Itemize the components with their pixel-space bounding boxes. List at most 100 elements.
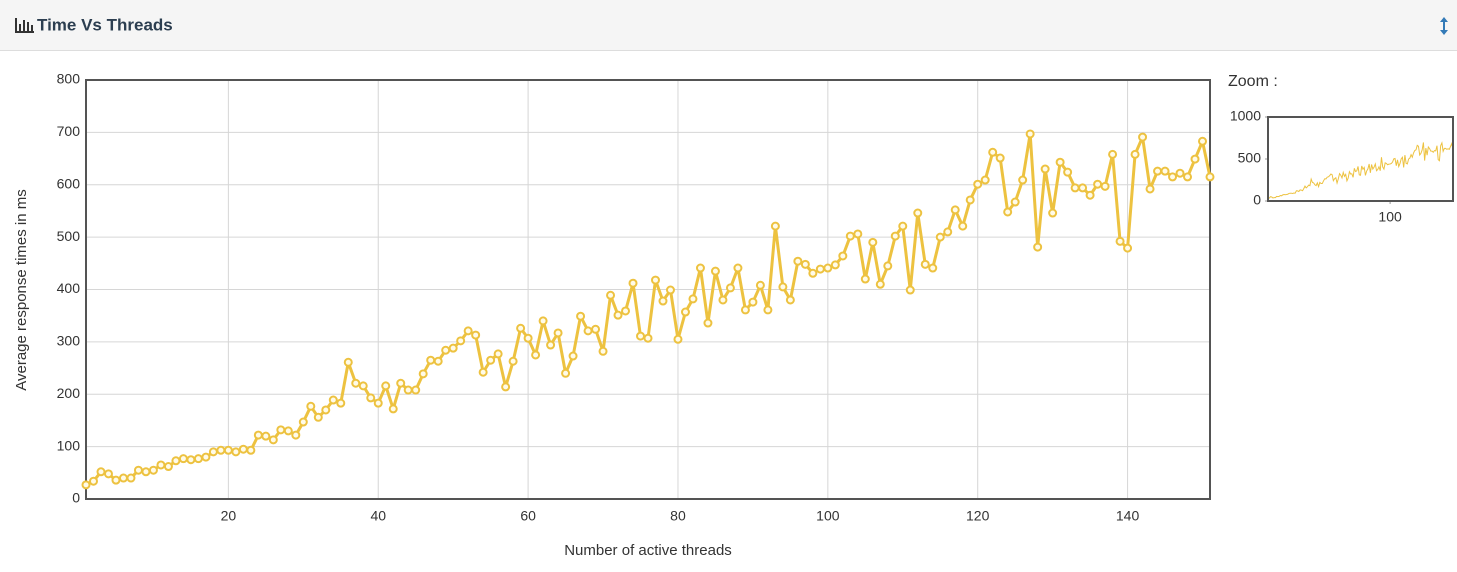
data-point (808, 268, 818, 278)
series-line (85, 132, 1212, 487)
data-point (291, 430, 301, 440)
y-tick-label: 700 (57, 123, 81, 139)
data-point (1063, 167, 1073, 177)
data-point (883, 261, 893, 271)
data-point (276, 425, 286, 435)
data-point (1153, 166, 1163, 176)
data-point (613, 310, 623, 320)
y-tick-label: 800 (57, 71, 81, 87)
data-point (1078, 183, 1088, 193)
data-point (231, 447, 241, 457)
data-point (950, 205, 960, 215)
data-point (493, 349, 503, 359)
data-point (845, 231, 855, 241)
data-point (658, 296, 668, 306)
data-point (523, 333, 533, 343)
data-point (875, 279, 885, 289)
zoom-y-tick-label: 1000 (1230, 108, 1261, 124)
data-point (388, 404, 398, 414)
data-point (1115, 236, 1125, 246)
data-point (148, 465, 158, 475)
data-point (163, 462, 173, 472)
data-point (1010, 197, 1020, 207)
data-point (980, 175, 990, 185)
data-point (636, 331, 646, 341)
data-point (283, 426, 293, 436)
data-point (478, 367, 488, 377)
y-tick-label: 500 (57, 228, 81, 244)
x-tick-label: 40 (370, 508, 386, 524)
data-point (1025, 129, 1035, 139)
data-point (306, 401, 316, 411)
x-tick-label: 60 (520, 508, 536, 524)
data-point (208, 447, 218, 457)
data-point (1108, 149, 1118, 159)
data-point (463, 326, 473, 336)
data-point (411, 385, 421, 395)
data-point (253, 430, 263, 440)
y-tick-label: 100 (57, 437, 81, 453)
data-point (403, 385, 413, 395)
plot-border (85, 79, 1211, 500)
toggle-icon[interactable] (1440, 17, 1448, 35)
data-point (201, 452, 211, 462)
data-point (568, 351, 578, 361)
data-point (695, 263, 705, 273)
data-point (531, 350, 541, 360)
data-point (553, 328, 563, 338)
data-point (1033, 242, 1043, 252)
data-point (995, 153, 1005, 163)
data-point (546, 340, 556, 350)
data-point (1085, 190, 1095, 200)
data-point (860, 274, 870, 284)
data-point (186, 455, 196, 465)
x-axis-label: Number of active threads (564, 542, 732, 559)
data-point (838, 251, 848, 261)
data-point (1018, 175, 1028, 185)
data-point (1145, 184, 1155, 194)
data-point (171, 456, 181, 466)
data-point (621, 306, 631, 316)
data-point (1003, 207, 1013, 217)
data-point (358, 381, 368, 391)
data-point (778, 282, 788, 292)
data-point (441, 345, 451, 355)
data-point (538, 316, 548, 326)
data-point (800, 259, 810, 269)
data-point (928, 263, 938, 273)
data-point (935, 232, 945, 242)
data-point (223, 445, 233, 455)
y-axis-label: Average response times in ms (13, 189, 30, 390)
y-tick-label: 0 (72, 490, 80, 506)
y-tick-label: 200 (57, 385, 81, 401)
data-point (88, 476, 98, 486)
data-point (576, 311, 586, 321)
data-point (763, 305, 773, 315)
data-point (606, 290, 616, 300)
data-point (1100, 181, 1110, 191)
data-point (913, 208, 923, 218)
data-point (336, 398, 346, 408)
data-point (1055, 157, 1065, 167)
data-point (898, 221, 908, 231)
data-point (823, 263, 833, 273)
data-point (830, 260, 840, 270)
x-tick-label: 140 (1116, 508, 1140, 524)
data-point (673, 334, 683, 344)
data-point (665, 285, 675, 295)
data-point (628, 278, 638, 288)
zoom-x-tick-label: 100 (1378, 209, 1402, 225)
data-point (1175, 168, 1185, 178)
data-point (268, 435, 278, 445)
data-point (328, 395, 338, 405)
data-point (486, 355, 496, 365)
x-tick-label: 80 (670, 508, 686, 524)
y-tick-label: 300 (57, 333, 81, 349)
data-point (1130, 149, 1140, 159)
data-point (710, 266, 720, 276)
data-point (433, 356, 443, 366)
data-point (561, 368, 571, 378)
data-point (418, 369, 428, 379)
chart-icon (15, 18, 34, 33)
